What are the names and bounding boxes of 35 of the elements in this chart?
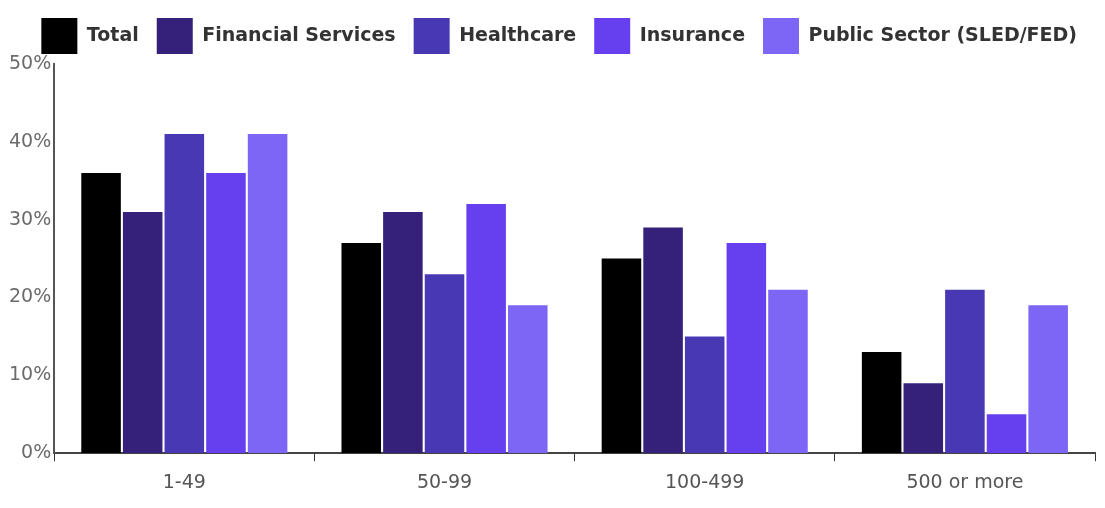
y-tick-label: 10%	[9, 362, 52, 385]
bar	[206, 172, 246, 454]
bar	[247, 134, 288, 454]
x-tick-label: 1-49	[162, 469, 206, 492]
y-tick-label: 50%	[9, 50, 52, 73]
bar	[424, 274, 465, 454]
bar	[122, 211, 163, 454]
bar	[768, 289, 808, 454]
legend-label: Insurance	[639, 22, 746, 45]
legend-label: Public Sector (SLED/FED)	[808, 22, 1078, 45]
y-tick-label: 30%	[9, 206, 52, 229]
x-tick-label: 100-499	[665, 469, 745, 492]
bar	[684, 336, 725, 454]
bar	[643, 227, 683, 454]
bar	[466, 204, 506, 454]
bar	[1028, 305, 1068, 454]
y-tick-label: 40%	[9, 128, 52, 151]
bar	[945, 289, 985, 454]
bar	[903, 383, 944, 454]
x-tick-label: 500 or more	[906, 469, 1024, 492]
y-tick-label: 20%	[9, 284, 52, 307]
bar	[81, 172, 121, 454]
bar	[508, 305, 548, 454]
bar	[861, 352, 902, 454]
bar	[164, 134, 205, 454]
bar	[341, 243, 382, 454]
bar	[986, 414, 1027, 454]
bar	[601, 258, 642, 454]
y-tick-label: 0%	[21, 440, 52, 463]
legend-label: Healthcare	[459, 22, 577, 45]
x-tick-label: 50-99	[416, 469, 473, 492]
bar	[383, 211, 423, 454]
legend-label: Total	[86, 22, 139, 45]
bar	[726, 243, 767, 454]
legend-label: Financial Services	[202, 22, 396, 45]
